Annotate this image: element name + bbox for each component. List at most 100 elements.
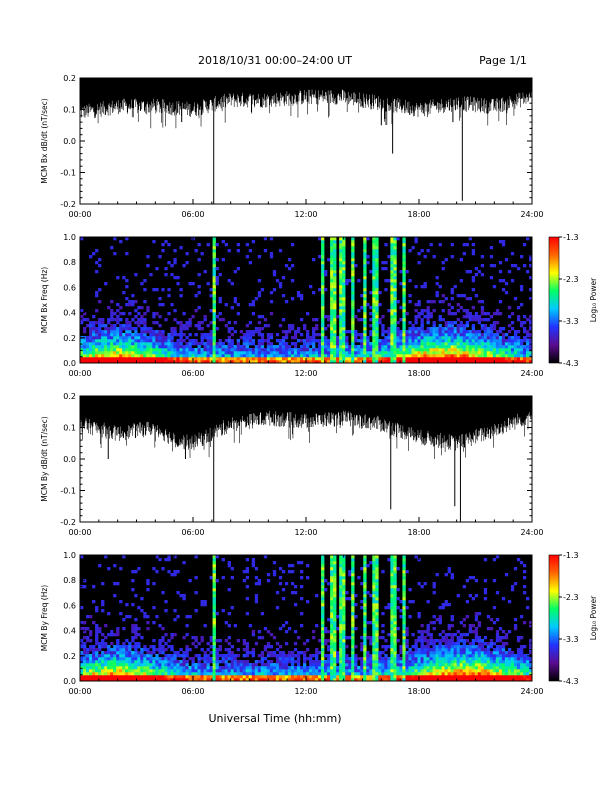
spectrogram-cell	[408, 660, 412, 664]
spectrogram-cell	[173, 657, 177, 661]
spectrogram-cell	[110, 675, 114, 679]
spectrogram-cell	[315, 327, 319, 331]
spectrogram-cell	[278, 324, 283, 328]
spectrogram-cell	[206, 324, 210, 328]
spectrogram-cell	[351, 555, 355, 559]
spectrogram-cell	[342, 609, 346, 613]
spectrogram-cell	[260, 348, 265, 352]
spectrogram-cell	[339, 252, 343, 256]
spectrogram-cell	[477, 357, 482, 361]
spectrogram-cell	[453, 342, 457, 346]
spectrogram-cell	[116, 309, 120, 313]
spectrogram-cell	[468, 318, 473, 322]
spectrogram-cell	[260, 675, 265, 679]
spectrogram-cell	[321, 600, 325, 604]
spectrogram-cell	[113, 333, 117, 337]
spectrogram-cell	[269, 675, 274, 679]
spectrogram-cell	[411, 333, 415, 337]
spectrogram-cell	[363, 237, 367, 241]
spectrogram-cell	[218, 342, 222, 346]
spectrogram-cell	[375, 261, 379, 265]
spectrogram-cell	[245, 663, 250, 667]
spectrogram-cell	[140, 636, 144, 640]
spectrogram-cell	[372, 654, 376, 658]
spectrogram-cell	[375, 297, 379, 301]
spectrogram-cell	[456, 345, 460, 349]
spectrogram-cell	[330, 573, 334, 577]
spectrogram-cell	[209, 576, 213, 580]
spectrogram-cell	[471, 306, 476, 310]
spectrogram-cell	[230, 357, 234, 361]
spectrogram-cell	[233, 297, 237, 301]
colorbar-title: Log₁₀ Power	[589, 277, 598, 322]
spectrogram-cell	[348, 675, 352, 679]
spectrogram-cell	[372, 291, 376, 295]
spectrogram-cell	[372, 243, 376, 247]
spectrogram-cell	[321, 333, 325, 337]
spectrogram-cell	[152, 660, 156, 664]
spectrogram-cell	[402, 672, 406, 676]
spectrogram-cell	[327, 582, 331, 586]
spectrogram-cell	[116, 651, 120, 655]
spectrogram-cell	[131, 318, 135, 322]
spectrogram-cell	[89, 645, 93, 649]
spectrogram-cell	[131, 678, 135, 682]
spectrogram-cell	[420, 654, 424, 658]
spectrogram-cell	[402, 636, 406, 640]
spectrogram-cell	[80, 360, 84, 364]
spectrogram-cell	[101, 333, 105, 337]
spectrogram-cell	[284, 582, 289, 586]
spectrogram-cell	[107, 666, 111, 670]
spectrogram-cell	[173, 258, 177, 262]
spectrogram-cell	[92, 315, 96, 319]
spectrogram-cell	[212, 327, 216, 331]
spectrogram-cell	[122, 645, 126, 649]
spectrogram-cell	[185, 672, 189, 676]
spectrogram-cell	[342, 660, 346, 664]
spectrogram-cell	[342, 561, 346, 565]
spectrogram-cell	[176, 678, 180, 682]
spectrogram-cell	[390, 309, 394, 313]
spectrogram-cell	[423, 348, 427, 352]
spectrogram-cell	[333, 294, 337, 298]
spectrogram-cell	[399, 306, 403, 310]
spectrogram-cell	[417, 345, 421, 349]
spectrogram-cell	[351, 675, 355, 679]
spectrogram-cell	[420, 339, 424, 343]
spectrogram-cell	[113, 336, 117, 340]
spectrogram-cell	[393, 636, 397, 640]
spectrogram-cell	[423, 339, 427, 343]
spectrogram-cell	[104, 330, 108, 334]
spectrogram-cell	[390, 291, 394, 295]
spectrogram-cell	[80, 621, 84, 625]
spectrogram-cell	[351, 360, 355, 364]
spectrogram-cell	[342, 666, 346, 670]
spectrogram-cell	[257, 672, 262, 676]
spectrogram-cell	[390, 303, 394, 307]
spectrogram-cell	[242, 342, 247, 346]
spectrogram-cell	[441, 639, 445, 643]
spectrogram-cell	[333, 333, 337, 337]
spectrogram-cell	[281, 342, 286, 346]
spectrogram-cell	[203, 651, 207, 655]
spectrogram-cell	[164, 600, 168, 604]
spectrogram-cell	[254, 348, 259, 352]
spectrogram-cell	[417, 342, 421, 346]
spectrogram-cell	[522, 315, 527, 319]
spectrogram-cell	[146, 657, 150, 661]
spectrogram-cell	[333, 273, 337, 277]
spectrogram-cell	[293, 348, 298, 352]
spectrogram-cell	[269, 333, 274, 337]
spectrogram-cell	[321, 315, 325, 319]
spectrogram-cell	[354, 657, 358, 661]
spectrogram-cell	[372, 246, 376, 250]
spectrogram-cell	[173, 654, 177, 658]
spectrogram-cell	[372, 315, 376, 319]
spectrogram-cell	[339, 579, 343, 583]
spectrogram-cell	[212, 624, 216, 628]
spectrogram-cell	[453, 357, 457, 361]
spectrogram-cell	[263, 669, 268, 673]
spectrogram-cell	[489, 360, 494, 364]
spectrogram-cell	[354, 669, 358, 673]
spectrogram-cell	[101, 639, 105, 643]
